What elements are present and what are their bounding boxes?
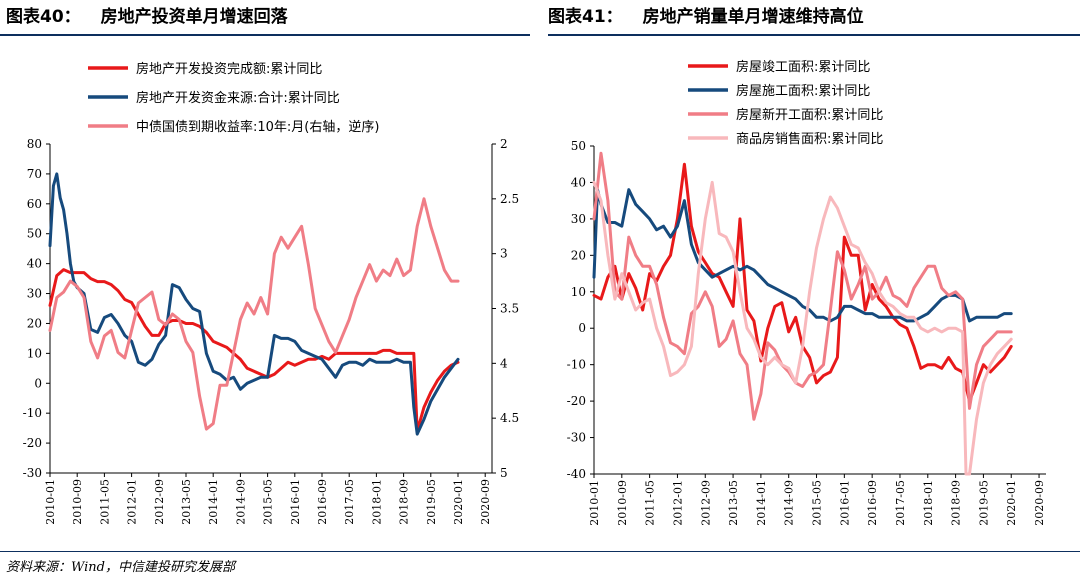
right-x-tick-label: 2014-01 xyxy=(755,480,768,526)
left-y-right-tick-label: 2 xyxy=(500,137,508,151)
right-figure-title: 房地产销量单月增速维持高位 xyxy=(642,7,864,27)
right-x-tick-label: 2018-01 xyxy=(922,480,935,526)
right-y-tick-label: -40 xyxy=(567,467,586,481)
left-y-right-tick-label: 5 xyxy=(500,466,508,480)
right-x-tick-label: 2020-01 xyxy=(1005,480,1018,526)
right-x-tick-label: 2012-01 xyxy=(671,480,684,526)
left-x-tick-label: 2014-01 xyxy=(207,479,220,525)
left-y-tick-label: 0 xyxy=(34,376,42,390)
left-y-right-tick-label: 4.5 xyxy=(500,411,519,425)
right-x-tick-label: 2010-01 xyxy=(588,480,601,526)
right-legend-label: 商品房销售面积:累计同比 xyxy=(736,131,883,147)
left-x-tick-label: 2010-01 xyxy=(44,479,57,525)
left-series-line-2 xyxy=(48,172,460,436)
left-y-tick-label: 60 xyxy=(27,197,42,211)
left-x-tick-label: 2014-09 xyxy=(234,479,247,525)
left-y-tick-label: 40 xyxy=(27,257,42,271)
right-x-tick-label: 2010-09 xyxy=(616,480,629,526)
left-x-tick-label: 2016-09 xyxy=(316,479,329,525)
right-figure-header: 图表41： 房地产销量单月增速维持高位 xyxy=(548,0,864,34)
left-y-tick-label: 20 xyxy=(27,316,42,330)
left-y-tick-label: 30 xyxy=(27,287,42,301)
left-x-tick-label: 2017-05 xyxy=(343,479,356,525)
footer-rule xyxy=(0,551,1080,552)
right-series-line-4 xyxy=(592,180,1013,476)
source-note: 资料来源：Wind，中信建投研究发展部 xyxy=(6,560,235,575)
right-legend-label: 房屋新开工面积:累计同比 xyxy=(736,107,883,123)
right-x-tick-label: 2011-05 xyxy=(644,480,657,526)
left-y-tick-label: 10 xyxy=(27,346,42,360)
right-x-tick-label: 2016-09 xyxy=(866,480,879,526)
right-x-tick-label: 2017-05 xyxy=(894,480,907,526)
left-series-line-3 xyxy=(48,197,460,431)
right-x-tick-label: 2013-05 xyxy=(727,480,740,526)
right-x-tick-label: 2019-05 xyxy=(977,480,990,526)
left-y-tick-label: -30 xyxy=(23,466,42,480)
left-x-tick-label: 2019-05 xyxy=(425,479,438,525)
left-figure-header: 图表40： 房地产投资单月增速回落 xyxy=(6,0,288,34)
right-y-tick-label: 40 xyxy=(571,175,586,189)
left-y-right-tick-label: 3 xyxy=(500,247,508,261)
right-x-tick-label: 2016-01 xyxy=(838,480,851,526)
left-y-tick-label: 80 xyxy=(27,137,42,151)
left-chart: 80706050403020100-10-20-3022.533.544.552… xyxy=(23,61,519,525)
right-figure-label: 图表41： xyxy=(548,7,623,27)
right-series-line-3 xyxy=(592,151,1013,421)
right-y-tick-label: 50 xyxy=(571,139,586,153)
left-series-line-1 xyxy=(48,268,460,433)
right-y-tick-label: -10 xyxy=(567,358,586,372)
left-y-right-tick-label: 2.5 xyxy=(500,192,519,206)
left-legend-label: 房地产开发投资完成额:累计同比 xyxy=(136,61,322,77)
right-x-tick-label: 2014-09 xyxy=(783,480,796,526)
left-x-tick-label: 2016-01 xyxy=(289,479,302,525)
right-x-tick-label: 2020-09 xyxy=(1033,480,1046,526)
left-x-tick-label: 2012-01 xyxy=(126,479,139,525)
right-y-tick-label: -20 xyxy=(567,394,586,408)
right-legend-label: 房屋施工面积:累计同比 xyxy=(736,83,870,99)
left-x-tick-label: 2020-09 xyxy=(479,479,492,525)
right-legend-label: 房屋竣工面积:累计同比 xyxy=(736,59,870,75)
left-x-tick-label: 2013-05 xyxy=(180,479,193,525)
left-x-tick-label: 2018-09 xyxy=(398,479,411,525)
right-y-tick-label: -30 xyxy=(567,431,586,445)
left-x-tick-label: 2015-05 xyxy=(262,479,275,525)
right-y-tick-label: 20 xyxy=(571,248,586,262)
left-x-tick-label: 2018-01 xyxy=(370,479,383,525)
right-x-tick-label: 2018-09 xyxy=(950,480,963,526)
left-y-tick-label: 70 xyxy=(27,167,42,181)
right-x-tick-label: 2012-09 xyxy=(699,480,712,526)
left-figure-label: 图表40： xyxy=(6,7,81,27)
left-y-tick-label: -20 xyxy=(23,436,42,450)
right-y-tick-label: 10 xyxy=(571,285,586,299)
right-x-tick-label: 2015-05 xyxy=(811,480,824,526)
left-legend-label: 中债国债到期收益率:10年:月(右轴，逆序) xyxy=(136,119,379,135)
left-x-tick-label: 2012-09 xyxy=(153,479,166,525)
left-x-tick-label: 2020-01 xyxy=(452,479,465,525)
left-x-tick-label: 2011-05 xyxy=(98,479,111,525)
right-header-rule xyxy=(548,34,1080,36)
left-y-right-tick-label: 3.5 xyxy=(500,302,519,316)
left-y-tick-label: -10 xyxy=(23,406,42,420)
left-x-tick-label: 2010-09 xyxy=(71,479,84,525)
left-y-tick-label: 50 xyxy=(27,227,42,241)
left-figure-title: 房地产投资单月增速回落 xyxy=(100,7,288,27)
left-legend-label: 房地产开发资金来源:合计:累计同比 xyxy=(136,90,340,106)
right-y-tick-label: 30 xyxy=(571,212,586,226)
left-header-rule xyxy=(0,34,530,36)
right-series-line-2 xyxy=(592,188,1013,323)
left-y-right-tick-label: 4 xyxy=(500,356,508,370)
right-y-tick-label: 0 xyxy=(578,321,586,335)
